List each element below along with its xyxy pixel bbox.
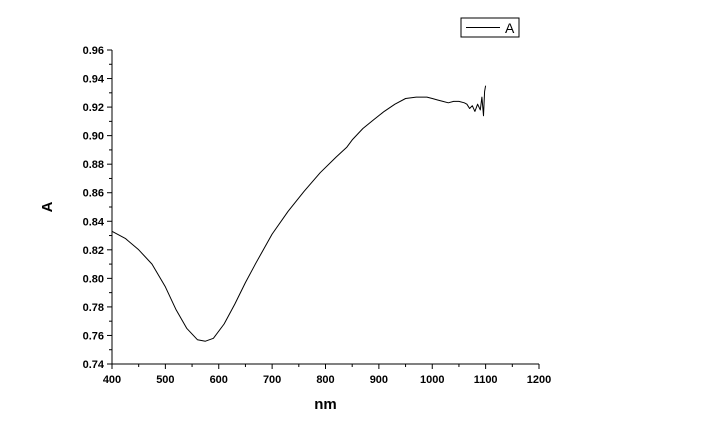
x-tick-label: 600 bbox=[210, 374, 228, 386]
series-layer bbox=[111, 85, 487, 342]
x-tick-label: 1200 bbox=[527, 374, 551, 386]
series-line-a bbox=[111, 85, 487, 342]
y-tick-label: 0.96 bbox=[83, 45, 104, 57]
y-tick-label: 0.74 bbox=[83, 359, 105, 371]
y-tick-label: 0.88 bbox=[83, 159, 104, 171]
y-tick-label: 0.82 bbox=[83, 245, 104, 257]
plot-frame bbox=[111, 50, 539, 365]
y-tick-label: 0.86 bbox=[83, 188, 104, 200]
x-axis-title: nm bbox=[314, 396, 337, 413]
y-tick-label: 0.90 bbox=[83, 131, 104, 143]
y-tick-label: 0.76 bbox=[83, 330, 104, 342]
y-tick-label: 0.80 bbox=[83, 273, 104, 285]
x-tick-label: 1100 bbox=[474, 374, 498, 386]
legend: A bbox=[460, 17, 520, 38]
y-tick-label: 0.78 bbox=[83, 302, 104, 314]
x-tick-label: 1000 bbox=[420, 374, 444, 386]
legend-label-a: A bbox=[505, 20, 515, 36]
x-tick-label: 900 bbox=[370, 374, 388, 386]
x-tick-label: 800 bbox=[316, 374, 334, 386]
x-tick-label: 700 bbox=[263, 374, 281, 386]
x-axis-ticks: 400 500 600 700 800 900 1000 1100 1200 bbox=[103, 364, 551, 386]
y-axis-title: A bbox=[39, 201, 56, 212]
y-tick-label: 0.84 bbox=[83, 216, 105, 228]
x-tick-label: 400 bbox=[103, 374, 121, 386]
y-tick-label: 0.92 bbox=[83, 102, 104, 114]
y-axis-ticks: 0.74 0.76 0.78 0.80 0.82 0.84 0.86 0.88 0.90 0.92… bbox=[83, 45, 112, 371]
y-tick-label: 0.94 bbox=[83, 74, 105, 86]
x-tick-label: 500 bbox=[156, 374, 174, 386]
